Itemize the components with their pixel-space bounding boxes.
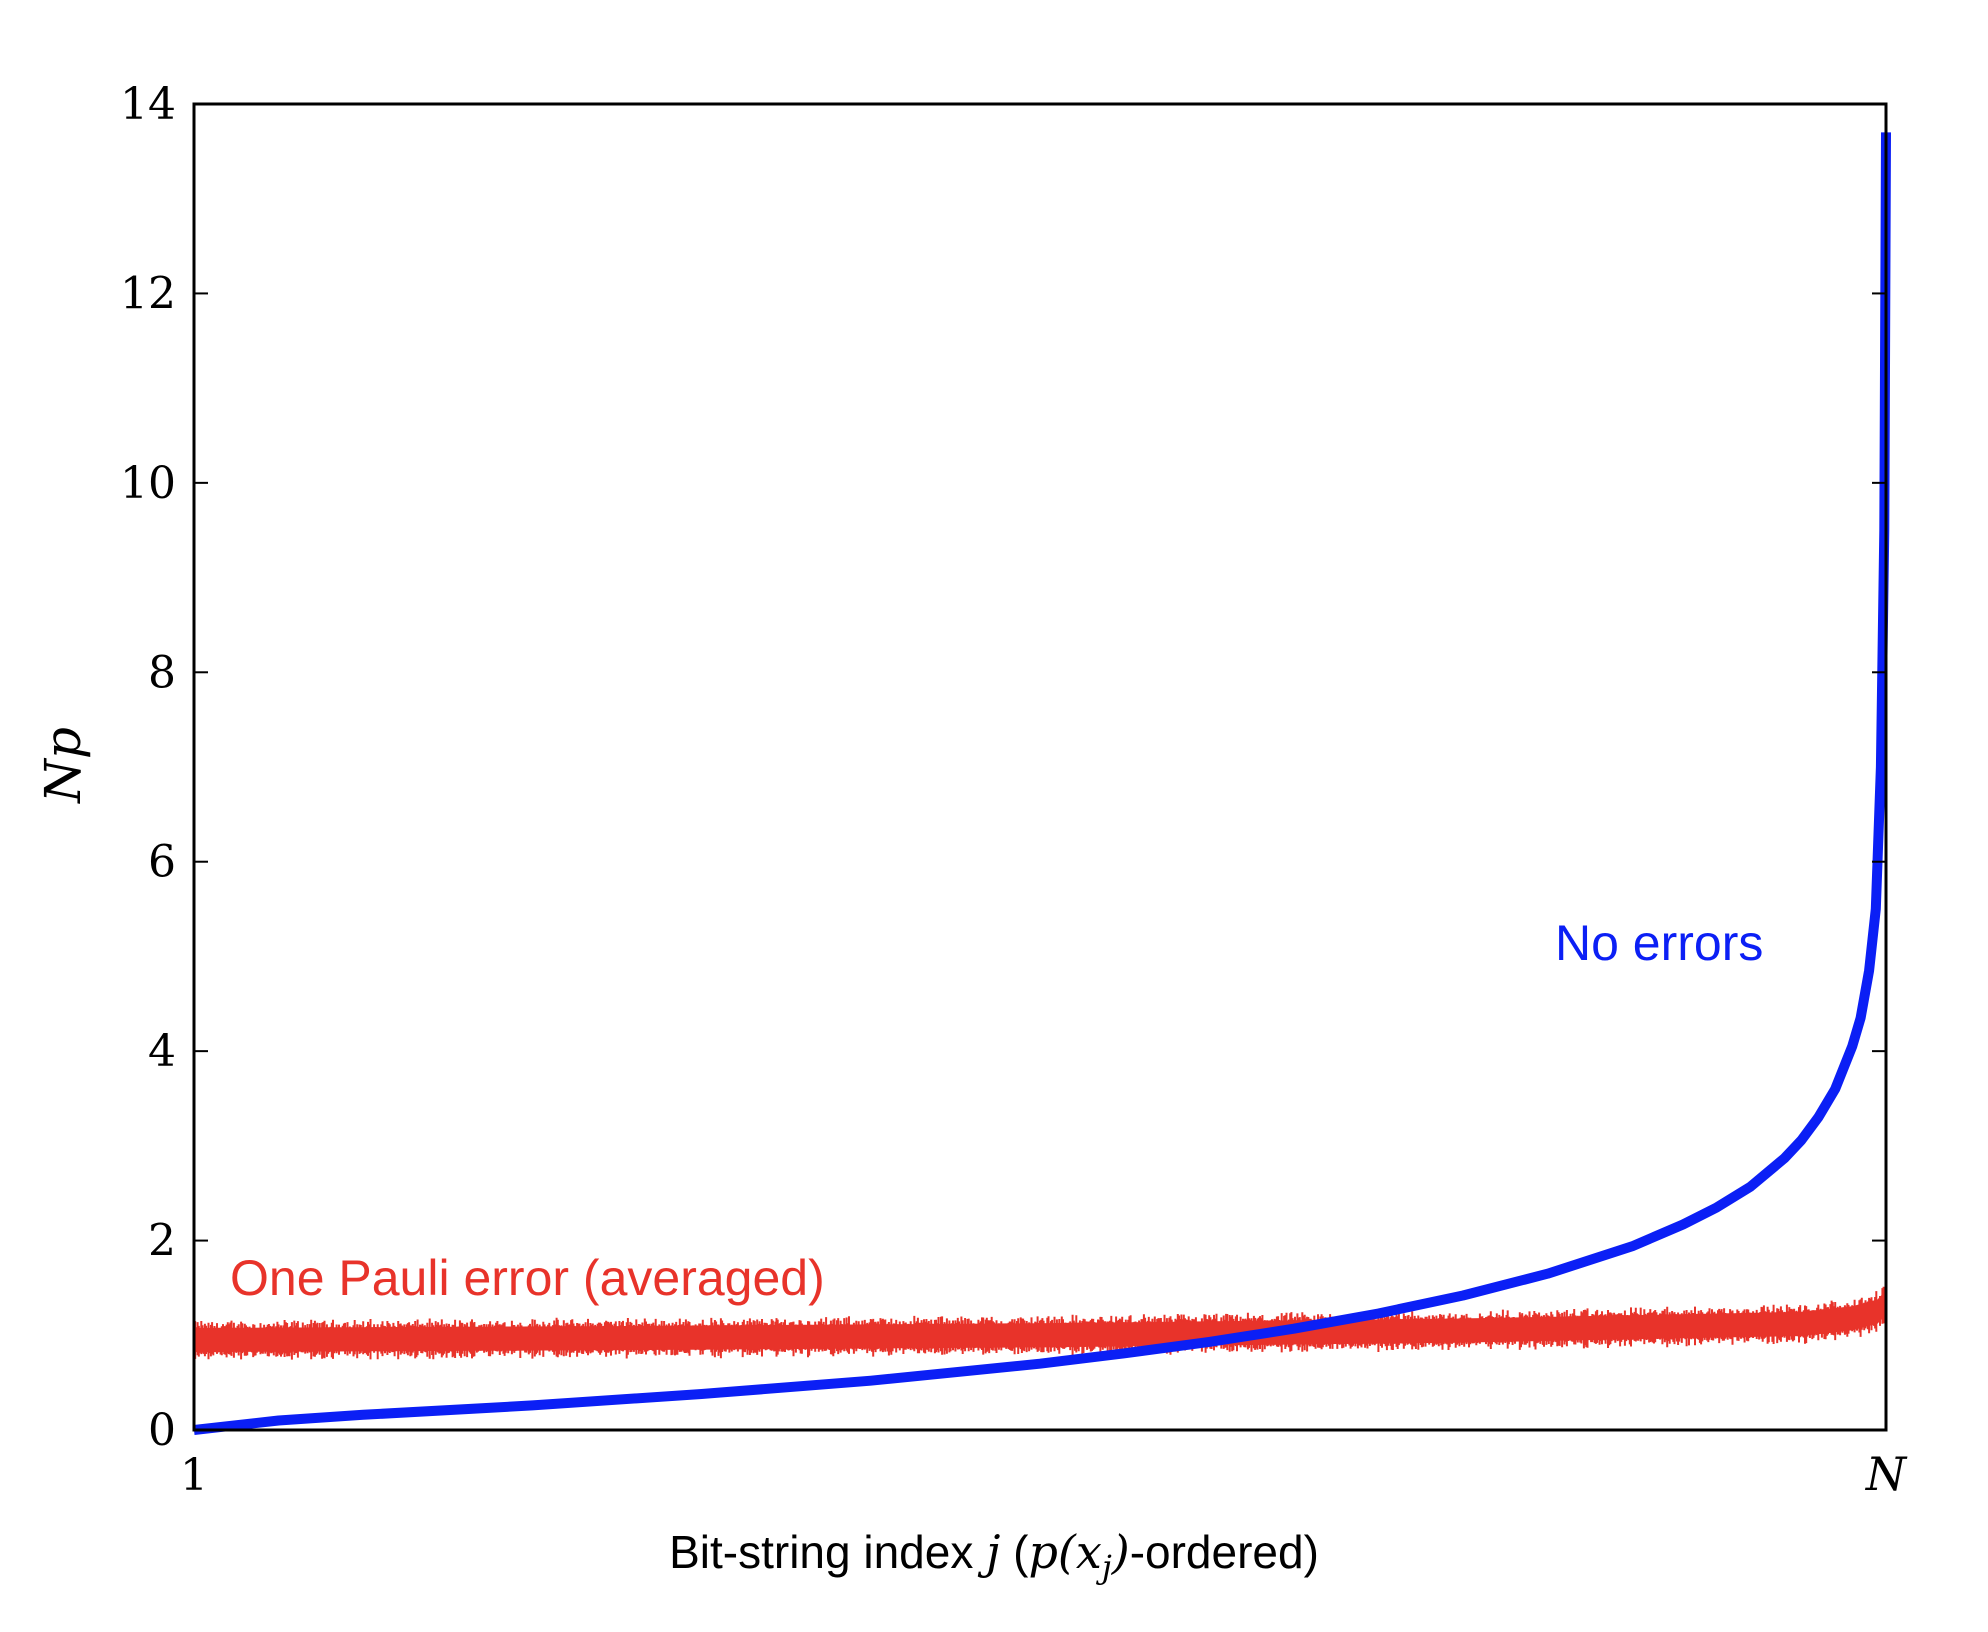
y-tick-label: 0 [148,1405,176,1456]
y-axis-title: Np [34,727,92,804]
series-label-red: One Pauli error (averaged) [230,1250,825,1306]
y-tick-label: 14 [120,79,176,130]
series-band-core [194,1290,1886,1353]
x-tick-label: 1 [180,1450,208,1501]
series-line [193,132,1891,1435]
y-tick-label: 2 [148,1216,176,1267]
plot-frame [192,102,1888,1432]
plot-area [193,132,1891,1435]
x-tick-label: N [1865,1447,1908,1501]
y-tick-label: 4 [148,1026,176,1077]
series-label-blue: No errors [1555,915,1763,971]
y-tick-label: 8 [148,647,176,698]
x-axis-title: Bit-string index j (p(xj)-ordered) [669,1525,1319,1586]
y-tick-label: 10 [120,458,176,509]
y-tick-label: 12 [120,268,176,319]
y-tick-label: 6 [148,837,176,888]
axes: 0 2 4 6 8 10 12 14 1 N [120,79,1908,1501]
